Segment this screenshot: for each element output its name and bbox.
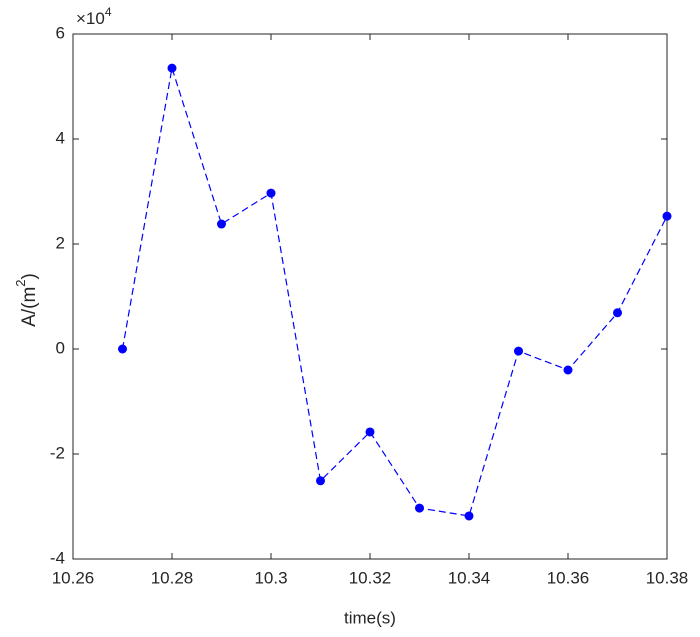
y-exponent-power: 4 — [105, 5, 112, 19]
x-tick-label: 10.28 — [151, 568, 194, 587]
y-tick-label: 4 — [56, 128, 65, 147]
data-point — [415, 503, 424, 513]
x-tick-label: 10.36 — [547, 568, 590, 587]
y-exponent-base: ×10 — [76, 9, 105, 28]
y-tick-label: 0 — [56, 338, 65, 357]
data-point — [266, 188, 276, 198]
data-point — [662, 211, 672, 221]
y-axis-label-sup: 2 — [13, 279, 28, 286]
data-point — [217, 219, 226, 229]
x-tick-label: 10.32 — [349, 568, 392, 587]
x-tick-label: 10.26 — [52, 568, 95, 587]
y-tick-label: -4 — [50, 548, 65, 567]
y-exponent: ×104 — [76, 5, 112, 28]
x-axis-label: time(s) — [344, 608, 396, 627]
y-axis-label-end: ) — [19, 273, 40, 279]
y-tick-label: 2 — [56, 233, 65, 252]
data-point — [316, 476, 325, 486]
data-point — [118, 344, 127, 354]
y-tick-label: -2 — [50, 443, 65, 462]
data-line — [121, 67, 668, 517]
data-point — [514, 346, 523, 356]
data-point — [613, 308, 622, 318]
data-point — [365, 427, 375, 437]
data-point — [167, 63, 177, 73]
y-tick-label: 6 — [56, 23, 65, 42]
data-point — [563, 365, 573, 375]
data-point — [464, 511, 474, 521]
x-tick-label: 10.34 — [448, 568, 491, 587]
y-axis-label-base: A/(m — [19, 287, 40, 327]
y-axis-label: A/(m2) — [13, 273, 40, 327]
x-tick-label: 10.38 — [646, 568, 689, 587]
x-tick-label: 10.3 — [254, 568, 287, 587]
